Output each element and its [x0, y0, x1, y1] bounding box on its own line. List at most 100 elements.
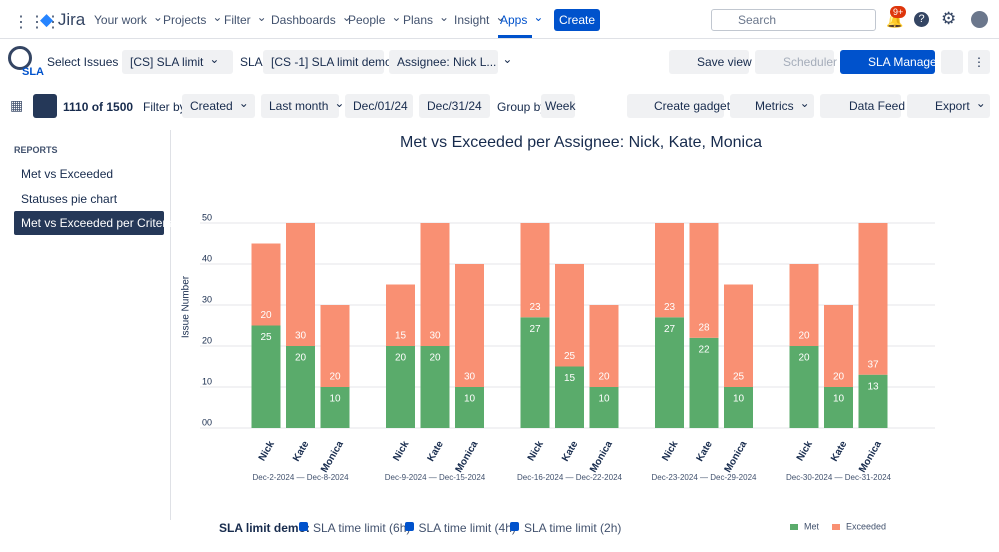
export-button[interactable]: Export: [907, 94, 990, 118]
bar-segment: [789, 346, 819, 428]
chart-view[interactable]: [33, 94, 57, 118]
data-label: 20: [295, 353, 307, 364]
from-date[interactable]: Dec/01/24: [345, 94, 413, 118]
data-label: 20: [798, 353, 810, 364]
checkbox-label: SLA time limit (4h): [418, 521, 516, 535]
y-tick-label: 20: [202, 335, 212, 345]
bar-segment: [689, 337, 719, 428]
to-date[interactable]: Dec/31/24: [419, 94, 490, 118]
sidebar-item[interactable]: Met vs Exceeded per Criteria: [14, 211, 176, 235]
data-label: 28: [698, 322, 710, 333]
x-tick-label: Kate: [291, 439, 312, 464]
nav-item[interactable]: Filter: [224, 13, 267, 27]
checkbox[interactable]: [510, 522, 519, 531]
x-tick-label: Kate: [829, 439, 850, 464]
nav-item[interactable]: Projects: [163, 13, 222, 27]
nav-border: [0, 38, 999, 39]
bar-segment: [420, 223, 450, 346]
bar-segment: [251, 243, 281, 326]
data-label: 25: [733, 372, 745, 383]
nav-item[interactable]: Insight: [454, 13, 505, 27]
y-tick-label: 50: [202, 212, 212, 222]
bar-segment: [455, 387, 484, 428]
help[interactable]: ?: [914, 12, 929, 27]
bar-segment: [520, 317, 550, 428]
nav-item[interactable]: Apps: [500, 13, 543, 27]
y-tick-label: 00: [202, 417, 212, 427]
x-tick-label: Nick: [526, 439, 546, 463]
checkbox-label: SLA time limit (6h): [313, 521, 411, 535]
nav-item[interactable]: People: [348, 13, 401, 27]
data-label: 30: [429, 331, 441, 342]
sidebar-item[interactable]: Met vs Exceeded: [21, 167, 114, 181]
group-label: Dec-30-2024 — Dec-31-2024: [786, 473, 891, 482]
data-label: 20: [329, 372, 341, 383]
bar-segment: [420, 346, 450, 428]
sla-dropdown[interactable]: [CS -1] SLA limit demo: [263, 50, 392, 74]
y-axis-label: Issue Number: [181, 275, 192, 338]
x-tick-label: Kate: [560, 439, 581, 464]
app-switcher[interactable]: ⋮⋮⋮: [13, 14, 61, 31]
x-tick-label: Monica: [454, 439, 481, 475]
label: Group by:: [497, 100, 550, 114]
group-dropdown[interactable]: Week: [541, 94, 575, 118]
pin-button[interactable]: [941, 50, 963, 74]
group-label: Dec-2-2024 — Dec-8-2024: [252, 473, 349, 482]
nav-item[interactable]: Dashboards: [271, 13, 352, 27]
search[interactable]: Search: [711, 9, 876, 31]
x-tick-label: Kate: [426, 439, 447, 464]
legend-label: Exceeded: [846, 521, 886, 531]
period-dropdown[interactable]: Last month: [261, 94, 339, 118]
data-label: 20: [395, 353, 407, 364]
filter-dropdown[interactable]: Created: [182, 94, 255, 118]
bar-segment: [286, 346, 315, 428]
scheduler-button[interactable]: Scheduler: [755, 50, 837, 74]
nav-item[interactable]: Your work: [94, 13, 163, 27]
chart-title: Met vs Exceeded per Assignee: Nick, Kate…: [400, 134, 762, 151]
sidebar-item[interactable]: Statuses pie chart: [21, 191, 118, 206]
count: 1110 of 1500: [63, 100, 134, 114]
select-dropdown[interactable]: [CS] SLA limit: [122, 50, 233, 74]
x-tick-label: Nick: [660, 439, 680, 463]
logo[interactable]: ◆ Jira: [40, 10, 86, 29]
x-tick-label: Nick: [795, 439, 815, 463]
avatar[interactable]: [971, 11, 988, 28]
data-label: 13: [867, 381, 879, 392]
sla-logo-icon: [8, 46, 32, 70]
checkbox[interactable]: [404, 522, 414, 531]
more-button[interactable]: ⋮: [968, 50, 990, 74]
bar-segment: [251, 325, 281, 428]
bar-segment: [589, 305, 619, 387]
create-gadget-button[interactable]: Create gadget: [627, 94, 730, 118]
create-button[interactable]: Create: [554, 9, 600, 31]
bar-segment: [386, 346, 415, 428]
data-label: 10: [464, 394, 476, 405]
legend-swatch: [790, 524, 798, 530]
bar-segment: [555, 264, 584, 367]
y-tick-label: 30: [202, 294, 212, 304]
settings[interactable]: ⚙: [941, 9, 957, 28]
bar-segment: [386, 284, 415, 346]
data-label: 27: [529, 324, 541, 335]
divider: [170, 130, 171, 520]
bar-segment: [286, 223, 315, 346]
assignee-dropdown[interactable]: Assignee: Nick L...: [389, 50, 498, 74]
data-feed-button[interactable]: Data Feed: [820, 94, 905, 118]
data-label: 25: [564, 351, 576, 362]
save-view-button[interactable]: Save view: [669, 50, 752, 74]
x-tick-label: Nick: [391, 439, 411, 463]
grid-view[interactable]: ▦: [10, 97, 24, 113]
checkbox[interactable]: [299, 522, 308, 531]
data-label: 20: [798, 331, 810, 342]
x-tick-label: Nick: [257, 439, 277, 463]
data-label: 23: [664, 302, 676, 313]
nav-item[interactable]: Plans: [403, 13, 449, 27]
metrics-button[interactable]: Metrics: [730, 94, 814, 118]
bar-segment: [689, 223, 719, 338]
sla-manager-button[interactable]: SLA Manager: [840, 50, 941, 74]
y-tick-label: 40: [202, 253, 212, 263]
checkbox-label: SLA time limit (2h): [524, 521, 622, 535]
bar-segment: [589, 387, 619, 428]
label: Select Issues by:: [47, 55, 138, 69]
